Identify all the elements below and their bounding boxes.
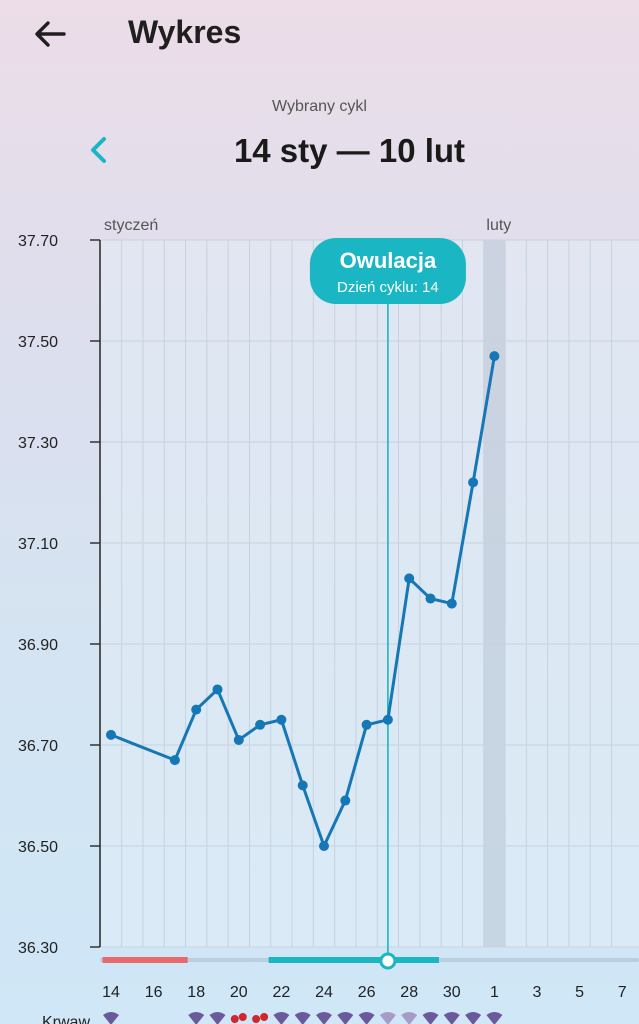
temperature-chart[interactable]: 37.70 37.50 37.30 37.10 36.90 36.70 36.50 36.30… xyxy=(0,200,639,1024)
app-bar: Wykres xyxy=(0,0,639,70)
mucus-drop-icon xyxy=(273,1012,290,1024)
blood-spot-icon xyxy=(252,1015,261,1023)
arrow-left-icon xyxy=(35,21,66,47)
temperature-point[interactable] xyxy=(212,684,223,695)
period-bar xyxy=(102,957,188,963)
temperature-point[interactable] xyxy=(382,714,393,725)
temperature-point[interactable] xyxy=(233,734,244,745)
today-highlight xyxy=(483,240,505,947)
temperature-point[interactable] xyxy=(446,598,457,609)
temperature-point[interactable] xyxy=(191,704,202,715)
x-tick-label: 30 xyxy=(443,984,461,1001)
plot-area xyxy=(100,240,639,947)
x-tick-label: 26 xyxy=(358,984,376,1001)
y-tick-label: 36.30 xyxy=(18,940,58,957)
ovulation-marker xyxy=(379,952,397,970)
y-tick-label: 36.90 xyxy=(18,637,58,654)
x-tick-label: 3 xyxy=(533,984,542,1001)
temperature-point[interactable] xyxy=(319,841,329,851)
mucus-drop-icon xyxy=(465,1012,482,1024)
x-tick-label: 14 xyxy=(102,984,120,1001)
mucus-drop-icon xyxy=(401,1012,418,1024)
chevron-left-icon xyxy=(91,137,106,163)
x-tick-label: 24 xyxy=(315,984,333,1001)
y-tick-label: 37.50 xyxy=(18,334,58,351)
y-tick-label: 37.30 xyxy=(18,435,58,452)
x-tick-label: 5 xyxy=(575,984,584,1001)
y-tick-label: 37.70 xyxy=(18,233,58,250)
x-tick-label: 1 xyxy=(490,984,499,1001)
y-tick-label: 36.70 xyxy=(18,738,58,755)
page-title: Wykres xyxy=(128,14,242,50)
temperature-point[interactable] xyxy=(489,351,500,362)
x-tick-label: 28 xyxy=(400,984,418,1001)
blood-spot-icon xyxy=(230,1015,239,1023)
temperature-point[interactable] xyxy=(425,593,436,604)
mucus-drop-icon xyxy=(486,1012,503,1024)
mucus-drop-icon xyxy=(379,1012,396,1024)
month-label: styczeń xyxy=(104,217,158,234)
temperature-point[interactable] xyxy=(276,714,287,725)
ovulation-title: Owulacja xyxy=(340,248,437,273)
temperature-point[interactable] xyxy=(404,573,415,584)
y-tick-label: 37.10 xyxy=(18,536,58,553)
month-label: luty xyxy=(486,217,511,234)
blood-spot-icon xyxy=(260,1013,269,1021)
blood-spot-icon xyxy=(238,1013,247,1021)
temperature-point[interactable] xyxy=(468,477,479,488)
mucus-drop-icon xyxy=(358,1012,375,1024)
y-tick-label: 36.50 xyxy=(18,839,58,856)
mucus-drop-icon xyxy=(316,1012,332,1024)
x-tick-label: 16 xyxy=(145,984,163,1001)
mucus-drop-icon xyxy=(103,1012,119,1024)
temperature-point[interactable] xyxy=(255,719,266,730)
x-tick-label: 20 xyxy=(230,984,248,1001)
x-tick-label: 18 xyxy=(187,984,205,1001)
x-tick-label: 7 xyxy=(618,984,627,1001)
mucus-drop-icon xyxy=(294,1012,311,1024)
temperature-point[interactable] xyxy=(340,795,351,806)
temperature-point[interactable] xyxy=(297,780,308,791)
x-tick-label: 22 xyxy=(273,984,291,1001)
mucus-drop-icon xyxy=(337,1012,354,1024)
mucus-drop-icon xyxy=(188,1012,205,1024)
ovulation-subtitle: Dzień cyklu: 14 xyxy=(337,279,439,296)
mucus-drop-icon xyxy=(209,1012,226,1024)
symbol-row-label: Krwaw. xyxy=(42,1014,94,1024)
selected-cycle-label: Wybrany cykl xyxy=(272,98,367,115)
fertile-bar xyxy=(268,957,440,963)
temperature-point[interactable] xyxy=(361,719,372,730)
back-button[interactable] xyxy=(28,12,72,56)
previous-cycle-button[interactable] xyxy=(80,130,116,170)
temperature-point[interactable] xyxy=(169,755,180,766)
cycle-date-range: 14 sty — 10 lut xyxy=(233,132,466,169)
temperature-point[interactable] xyxy=(106,729,116,740)
ovulation-bubble[interactable] xyxy=(309,238,466,304)
mucus-drop-icon xyxy=(422,1012,439,1024)
mucus-drop-icon xyxy=(443,1012,460,1024)
